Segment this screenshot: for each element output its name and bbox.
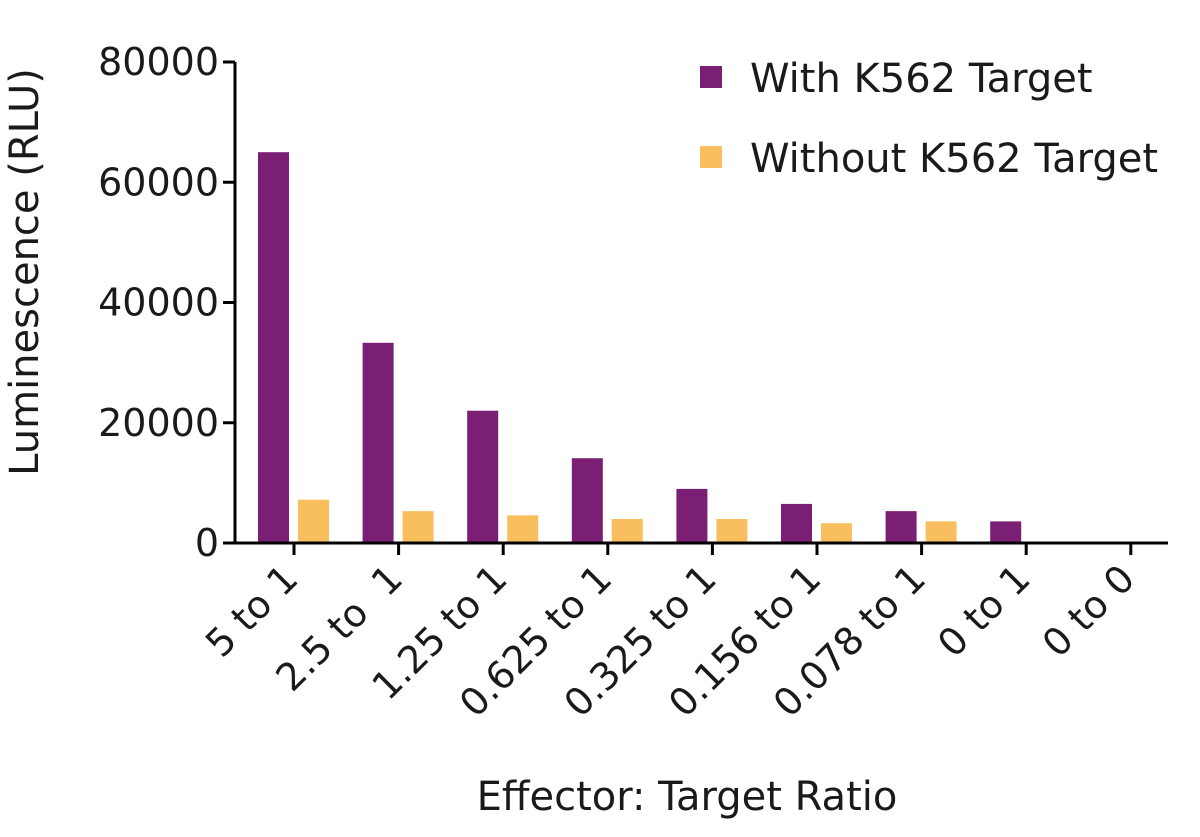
y-tick-label: 60000 — [98, 160, 219, 204]
y-axis-title: Luminescence (RLU) — [2, 68, 48, 476]
bar-without-target — [821, 523, 852, 543]
bar-with-target — [467, 410, 499, 543]
x-ticks: 5 to 12.5 to 11.25 to 10.625 to 10.325 t… — [197, 543, 1143, 725]
bars-layer — [258, 152, 1022, 543]
bar-with-target — [571, 458, 603, 543]
bar-with-target — [362, 342, 394, 543]
legend-label-without-target: Without K562 Target — [750, 136, 1158, 182]
bar-without-target — [507, 515, 539, 543]
y-tick-label: 80000 — [98, 40, 219, 84]
bar-with-target — [258, 152, 289, 543]
bar-without-target — [925, 521, 957, 543]
bar-without-target — [402, 511, 434, 543]
legend: With K562 Target Without K562 Target — [700, 56, 1158, 182]
y-tick-label: 40000 — [98, 281, 219, 325]
y-tick-label: 0 — [195, 521, 219, 565]
bar-with-target — [885, 511, 917, 543]
bar-without-target — [298, 499, 329, 543]
x-axis-title: Effector: Target Ratio — [477, 774, 898, 820]
y-ticks: 0 20000 40000 60000 80000 — [98, 40, 235, 565]
legend-label-with-target: With K562 Target — [750, 56, 1093, 102]
y-tick-label: 20000 — [98, 401, 219, 445]
bar-without-target — [611, 518, 643, 543]
x-tick-label: 0 to 0 — [1034, 556, 1143, 665]
legend-swatch-with-target — [700, 66, 722, 88]
bar-with-target — [676, 488, 708, 543]
x-tick-label: 0 to 1 — [929, 556, 1038, 665]
legend-swatch-without-target — [700, 146, 722, 168]
bar-with-target — [781, 503, 812, 543]
bar-with-target — [990, 521, 1022, 543]
bar-without-target — [716, 518, 748, 543]
